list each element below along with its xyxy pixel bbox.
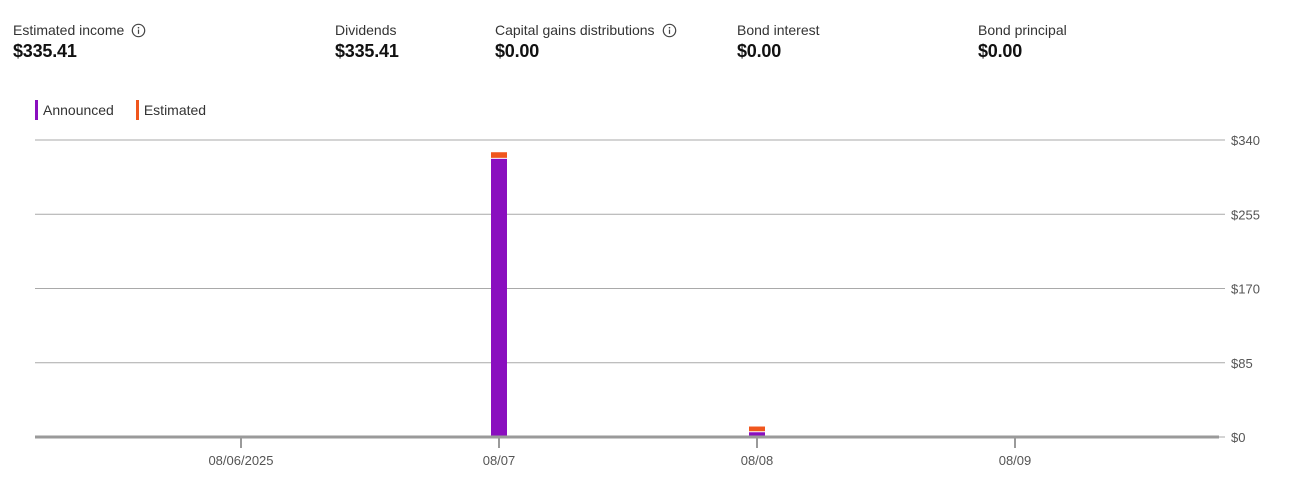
bond-principal-value: $0.00	[978, 41, 1023, 61]
dividends-value: $335.41	[335, 41, 399, 61]
bond-principal-label: Bond principal	[978, 22, 1067, 38]
capital-gains-value: $0.00	[495, 41, 540, 61]
bond-principal-label-row: Bond principal	[978, 20, 1067, 40]
bond-interest-value: $0.00	[737, 41, 782, 61]
legend-item-announced[interactable]: Announced	[35, 99, 114, 121]
capital-gains-label: Capital gains distributions	[495, 22, 655, 38]
y-tick-label: $170	[1231, 282, 1260, 297]
legend-item-estimated[interactable]: Estimated	[135, 99, 207, 121]
bar-announced	[749, 431, 765, 437]
summary-bond-interest: Bond interest $0.00	[737, 20, 820, 62]
y-tick-label: $255	[1231, 207, 1260, 222]
summary-dividends: Dividends $335.41	[335, 20, 399, 62]
y-tick-label: $0	[1231, 430, 1245, 445]
y-tick-label: $340	[1231, 133, 1260, 148]
dividends-label: Dividends	[335, 22, 397, 38]
y-tick-label: $85	[1231, 356, 1253, 371]
x-tick-label: 08/06/2025	[208, 453, 273, 468]
announced-swatch	[35, 100, 38, 120]
legend-estimated-label: Estimated	[143, 102, 207, 118]
bond-interest-label: Bond interest	[737, 22, 820, 38]
summary-bond-principal: Bond principal $0.00	[978, 20, 1067, 62]
capital-gains-label-row: Capital gains distributions	[495, 20, 677, 40]
info-icon[interactable]	[131, 23, 146, 38]
info-icon[interactable]	[662, 23, 677, 38]
dividends-label-row: Dividends	[335, 20, 399, 40]
estimated-income-label: Estimated income	[13, 22, 125, 38]
bar-estimated	[491, 152, 507, 159]
estimated-income-label-row: Estimated income	[13, 20, 146, 40]
summary-capital-gains: Capital gains distributions $0.00	[495, 20, 677, 62]
bar-estimated	[749, 426, 765, 432]
chart-legend: Announced Estimated	[35, 99, 206, 121]
bar-announced	[491, 158, 507, 437]
bond-interest-label-row: Bond interest	[737, 20, 820, 40]
x-tick-label: 08/07	[483, 453, 516, 468]
estimated-income-value: $335.41	[13, 41, 77, 61]
summary-estimated-income: Estimated income $335.41	[13, 20, 146, 62]
legend-announced-label: Announced	[43, 102, 114, 118]
x-tick-label: 08/09	[999, 453, 1032, 468]
estimated-swatch	[135, 100, 139, 120]
x-tick-label: 08/08	[741, 453, 774, 468]
